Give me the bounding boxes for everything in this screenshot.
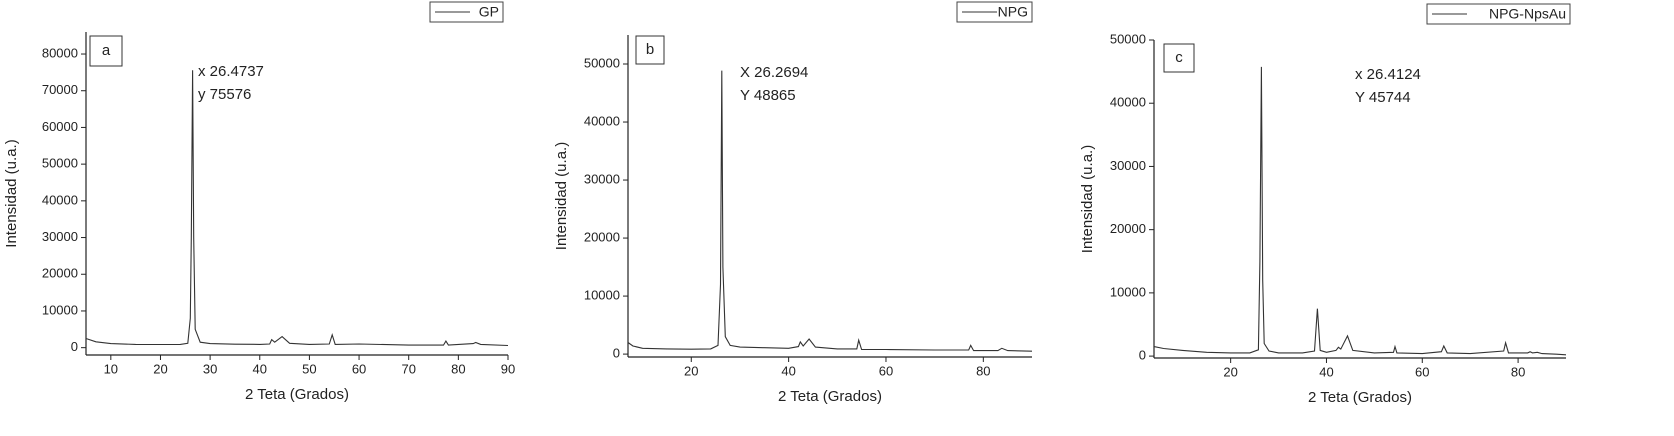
x-axis-title: 2 Teta (Grados) <box>778 388 882 405</box>
y-axis-title: Intensidad (u.a.) <box>553 142 570 250</box>
y-tick-label: 20000 <box>42 266 78 281</box>
y-tick-label: 80000 <box>42 45 78 60</box>
y-tick-label: 50000 <box>1110 31 1146 46</box>
y-tick-label: 20000 <box>1110 221 1146 236</box>
x-tick-label: 80 <box>1511 364 1525 379</box>
peak-annotation: y 75576 <box>198 86 251 103</box>
y-tick-label: 20000 <box>584 230 620 245</box>
panel-label-box <box>89 35 123 67</box>
y-tick-label: 40000 <box>42 192 78 207</box>
y-axis-title: Intensidad (u.a.) <box>3 139 20 247</box>
y-tick-label: 0 <box>71 339 78 354</box>
y-tick-label: 50000 <box>42 156 78 171</box>
x-axis-title: 2 Teta (Grados) <box>1308 389 1412 406</box>
peak-annotation: x 26.4124 <box>1355 66 1421 83</box>
data-line <box>1153 66 1567 356</box>
x-tick-label: 60 <box>1415 364 1429 379</box>
x-tick-label: 80 <box>451 361 465 376</box>
y-tick-label: 10000 <box>584 288 620 303</box>
data-line <box>627 70 1033 352</box>
x-tick-label: 20 <box>684 363 698 378</box>
y-tick-label: 0 <box>613 346 620 361</box>
y-axis-title: Intensidad (u.a.) <box>1079 145 1096 253</box>
y-tick-label: 50000 <box>584 55 620 70</box>
x-tick-label: 90 <box>501 361 515 376</box>
y-tick-label: 0 <box>1139 348 1146 363</box>
x-tick-label: 60 <box>352 361 366 376</box>
y-tick-label: 60000 <box>42 119 78 134</box>
panel-label-box <box>635 35 665 65</box>
x-tick-label: 40 <box>781 363 795 378</box>
peak-annotation: Y 45744 <box>1355 89 1411 106</box>
x-tick-label: 30 <box>203 361 217 376</box>
x-tick-label: 40 <box>253 361 267 376</box>
y-tick-label: 10000 <box>1110 284 1146 299</box>
legend-label: GP <box>479 4 499 20</box>
panel-label: c <box>1175 49 1183 66</box>
x-tick-label: 20 <box>153 361 167 376</box>
legend-label: NPG-NpsAu <box>1489 6 1566 22</box>
y-tick-label: 40000 <box>1110 95 1146 110</box>
data-line <box>85 70 509 347</box>
x-tick-label: 80 <box>976 363 990 378</box>
y-tick-label: 40000 <box>584 113 620 128</box>
x-tick-label: 40 <box>1319 364 1333 379</box>
legend-label: NPG <box>998 4 1028 20</box>
panel-label: a <box>102 42 111 59</box>
panel-label-box <box>1163 43 1195 73</box>
peak-annotation: Y 48865 <box>740 87 796 104</box>
x-tick-label: 20 <box>1223 364 1237 379</box>
x-axis-title: 2 Teta (Grados) <box>245 386 349 403</box>
x-tick-label: 10 <box>104 361 118 376</box>
peak-annotation: X 26.2694 <box>740 64 808 81</box>
panel-label: b <box>646 41 654 58</box>
legend-box <box>1426 3 1571 25</box>
peak-annotation: x 26.4737 <box>198 63 264 80</box>
x-tick-label: 60 <box>879 363 893 378</box>
y-tick-label: 10000 <box>42 302 78 317</box>
y-tick-label: 30000 <box>584 171 620 186</box>
x-tick-label: 50 <box>302 361 316 376</box>
y-tick-label: 30000 <box>1110 158 1146 173</box>
x-tick-label: 70 <box>401 361 415 376</box>
y-tick-label: 30000 <box>42 229 78 244</box>
y-tick-label: 70000 <box>42 82 78 97</box>
